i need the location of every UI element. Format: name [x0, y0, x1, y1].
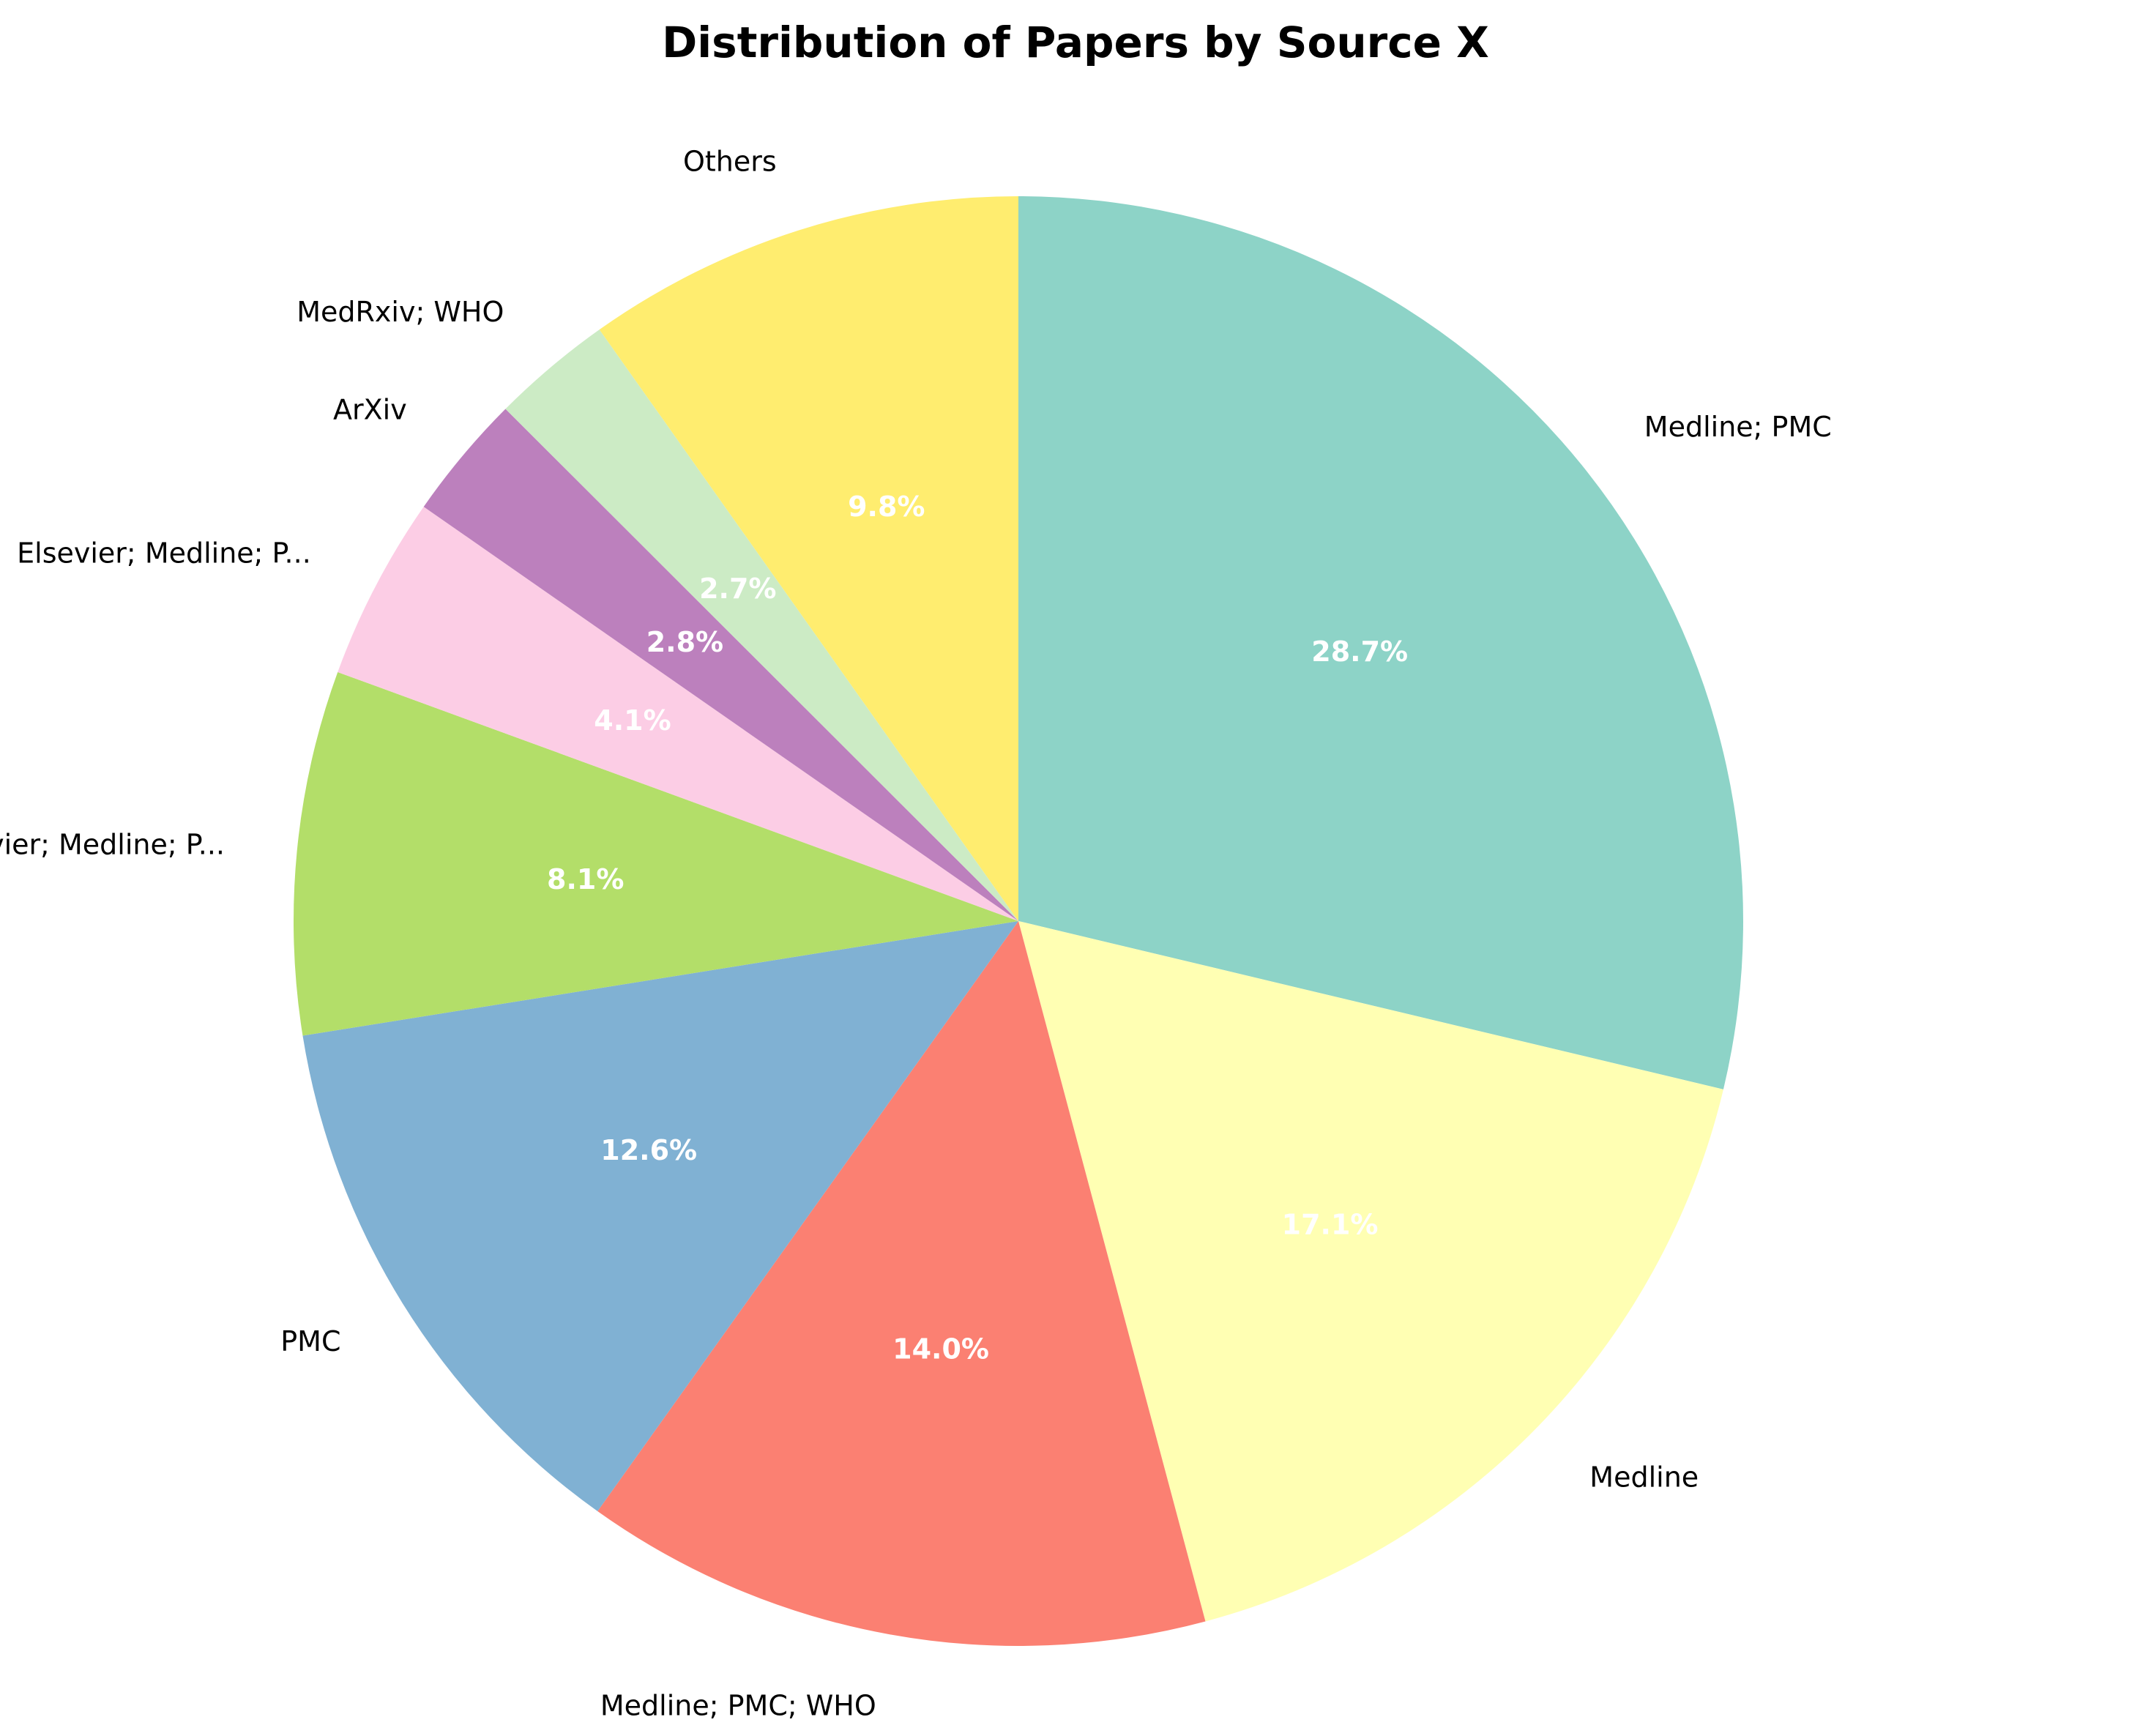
- pie-slices: [294, 196, 1743, 1647]
- slice-percent-labels: 28.7% 17.1% 14.0% 12.6% 8.1% 4.1% 2.8% 2.7% 9.8%: [547, 491, 1408, 1366]
- slice-label-8: Others: [683, 145, 777, 177]
- slice-labels: Medline; PMC Medline Medline; PMC; WHO PMC E…: [0, 145, 1832, 1721]
- slice-label-1: Medline: [1589, 1461, 1699, 1494]
- slice-percent-label-0: 28.7%: [1311, 636, 1408, 668]
- slice-percent-label-3: 12.6%: [600, 1134, 697, 1166]
- slice-percent-label-4: 8.1%: [547, 863, 624, 895]
- slice-label-2: Medline; PMC; WHO: [600, 1690, 876, 1722]
- pie-slice-3: [302, 921, 1019, 1512]
- pie-slice-6: [423, 409, 1018, 921]
- slice-percent-label-7: 2.7%: [699, 573, 776, 605]
- pie-slice-1: [1018, 921, 1723, 1622]
- pie-slice-8: [599, 196, 1018, 921]
- slice-label-6: ArXiv: [333, 393, 407, 425]
- slice-percent-label-1: 17.1%: [1282, 1208, 1379, 1240]
- pie-slice-0: [1018, 196, 1743, 1089]
- slice-label-0: Medline; PMC: [1644, 411, 1832, 443]
- chart-title: Distribution of Papers by Source X: [662, 18, 1489, 67]
- pie-slice-5: [338, 507, 1018, 921]
- slice-percent-label-8: 9.8%: [848, 491, 925, 523]
- slice-label-4: Elsevier; Medline; P...: [0, 829, 225, 861]
- slice-label-7: MedRxiv; WHO: [297, 296, 504, 328]
- slice-label-3: PMC: [280, 1325, 340, 1357]
- pie-slice-2: [597, 921, 1206, 1647]
- pie-slice-4: [294, 671, 1018, 1036]
- pie-slice-7: [505, 329, 1018, 921]
- slice-label-5: Elsevier; Medline; P...: [17, 537, 311, 570]
- slice-percent-label-5: 4.1%: [594, 704, 671, 737]
- slice-percent-label-6: 2.8%: [646, 626, 723, 658]
- slice-percent-label-2: 14.0%: [892, 1333, 989, 1366]
